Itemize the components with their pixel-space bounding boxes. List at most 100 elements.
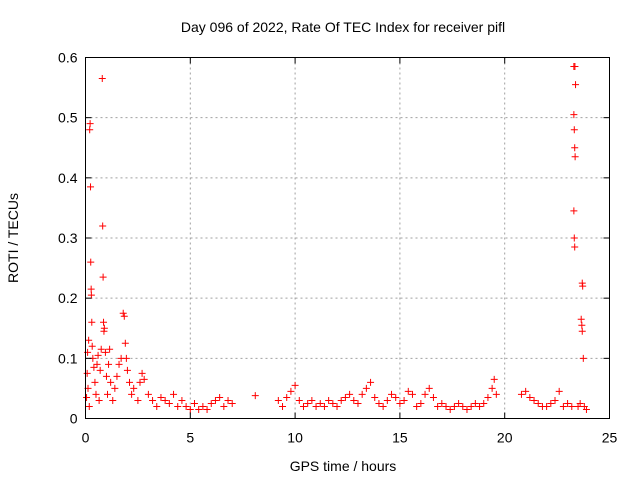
data-point	[87, 183, 95, 191]
data-point	[140, 375, 148, 383]
data-point	[98, 75, 106, 83]
data-point	[559, 402, 567, 410]
data-point	[579, 354, 587, 362]
data-point	[362, 384, 370, 392]
data-point	[555, 387, 563, 395]
data-point	[97, 345, 105, 353]
data-point	[578, 327, 586, 335]
data-point	[128, 390, 136, 398]
y-tick-label: 0.3	[58, 230, 78, 246]
data-point	[471, 399, 479, 407]
data-point	[107, 378, 115, 386]
data-point	[96, 366, 104, 374]
data-point	[87, 291, 95, 299]
data-point	[149, 396, 157, 404]
x-axis: 0 5 10 15 20 25	[82, 57, 617, 446]
data-point	[170, 390, 178, 398]
data-point	[446, 405, 454, 413]
data-point	[341, 393, 349, 401]
data-point	[534, 399, 542, 407]
data-point	[490, 375, 498, 383]
data-point	[551, 396, 559, 404]
data-point	[95, 396, 103, 404]
data-point	[102, 372, 110, 380]
data-point	[408, 390, 416, 398]
data-point	[442, 402, 450, 410]
data-point	[100, 324, 108, 332]
data-point	[571, 63, 579, 71]
x-tick-label: 10	[287, 430, 303, 446]
data-point	[100, 318, 108, 326]
data-point	[304, 399, 312, 407]
data-point	[224, 396, 232, 404]
data-point	[488, 384, 496, 392]
data-point	[526, 393, 534, 401]
data-point	[421, 390, 429, 398]
data-point	[417, 399, 425, 407]
data-point	[530, 396, 538, 404]
data-point	[291, 381, 299, 389]
data-point	[455, 399, 463, 407]
data-point	[199, 402, 207, 410]
data-point	[279, 402, 287, 410]
data-point	[404, 387, 412, 395]
data-point	[216, 393, 224, 401]
data-point	[571, 243, 579, 251]
data-point	[383, 396, 391, 404]
data-point	[251, 392, 259, 400]
data-point	[476, 402, 484, 410]
data-point	[325, 396, 333, 404]
data-point	[308, 396, 316, 404]
data-point	[85, 402, 93, 410]
data-point	[354, 399, 362, 407]
data-point	[572, 81, 580, 89]
data-point	[358, 390, 366, 398]
y-axis-label: ROTI / TECUs	[5, 193, 21, 283]
data-point	[287, 387, 295, 395]
data-point	[136, 378, 144, 386]
data-point	[94, 351, 102, 359]
chart-title: Day 096 of 2022, Rate Of TEC Index for r…	[181, 19, 505, 35]
y-tick-label: 0.4	[58, 170, 78, 186]
data-point	[312, 402, 320, 410]
data-point	[579, 282, 587, 290]
data-point	[333, 402, 341, 410]
data-point	[88, 318, 96, 326]
data-point	[220, 402, 228, 410]
marks	[83, 63, 590, 413]
data-point	[119, 309, 127, 317]
data-point	[122, 354, 130, 362]
data-point	[543, 402, 551, 410]
grid	[85, 57, 610, 419]
data-point	[371, 393, 379, 401]
data-point	[434, 402, 442, 410]
data-point	[570, 111, 578, 119]
data-point	[438, 399, 446, 407]
data-point	[413, 402, 421, 410]
data-point	[106, 345, 114, 353]
data-point	[429, 393, 437, 401]
data-point	[109, 396, 117, 404]
data-point	[92, 390, 100, 398]
data-point	[120, 312, 128, 320]
data-point	[350, 396, 358, 404]
data-point	[186, 405, 194, 413]
data-point	[522, 387, 530, 395]
data-point	[425, 384, 433, 392]
data-point	[450, 402, 458, 410]
data-point	[190, 399, 198, 407]
data-point	[207, 399, 215, 407]
data-point	[111, 384, 119, 392]
data-point	[101, 348, 109, 356]
y-tick-label: 0.6	[58, 50, 78, 66]
y-tick-label: 0.5	[58, 110, 78, 126]
y-tick-label: 0	[70, 411, 78, 427]
data-point	[400, 396, 408, 404]
data-point	[459, 402, 467, 410]
data-point	[195, 405, 203, 413]
data-point	[396, 399, 404, 407]
data-point	[228, 399, 236, 407]
data-point	[547, 399, 555, 407]
data-point	[123, 366, 131, 374]
data-point	[463, 405, 471, 413]
